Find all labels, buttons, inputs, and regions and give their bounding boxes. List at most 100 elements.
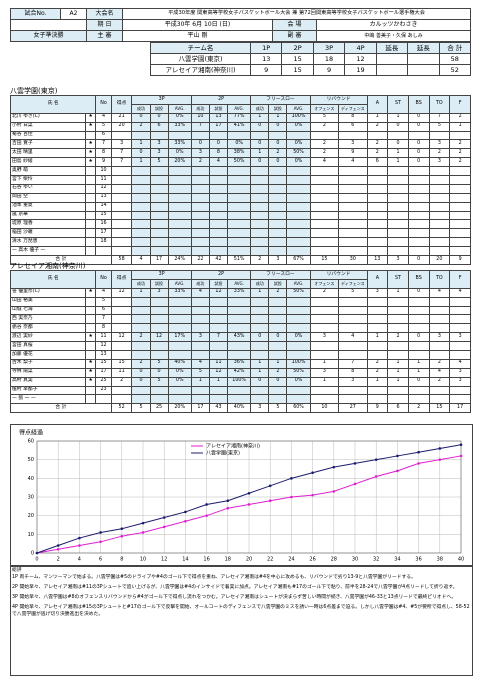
player-no: 12 — [95, 341, 112, 352]
stat-cell: 4 — [190, 287, 210, 298]
starter — [84, 305, 97, 316]
stat-cell — [110, 228, 133, 239]
stat-cell: 50% — [286, 287, 311, 298]
player-no: 8 — [95, 323, 112, 334]
stat-cell — [407, 296, 430, 307]
starter: ★ — [84, 376, 97, 387]
stat-cell — [387, 219, 409, 230]
stat-cell: 1 — [387, 367, 409, 378]
stat-cell — [407, 314, 430, 325]
x-tick-label: 14 — [182, 557, 188, 563]
stat-subheader: 試投 — [208, 278, 229, 289]
stat-cell — [387, 296, 409, 307]
stat-cell — [286, 296, 311, 307]
stat-cell — [407, 201, 430, 212]
stat-cell — [226, 192, 252, 203]
total-cell: 24% — [167, 255, 192, 265]
stat-cell: 3 — [338, 139, 368, 150]
stat-cell: 0 — [387, 121, 409, 132]
row: 奥野 萌 10 — [10, 166, 471, 177]
x-tick-label: 24 — [288, 557, 294, 563]
stat-cell: 4 — [309, 157, 340, 168]
row: 田島 紗綾 ★ 9 7 1 5 20% 2 4 50% 0 0 0% 4 4 6 1 0 3 2 — [10, 157, 471, 168]
stat-cell — [131, 323, 151, 334]
stat-cell: 3 — [428, 139, 451, 150]
starter: ★ — [84, 148, 97, 159]
stat-cell — [149, 394, 169, 405]
stat-cell: 3 — [309, 367, 340, 378]
stat-header: BS — [407, 95, 430, 114]
stat-cell — [250, 341, 270, 352]
player-name: 岡田 空 — [10, 192, 86, 203]
total-cell: 22 — [190, 255, 210, 265]
total-cell: 25 — [149, 403, 169, 414]
note-paragraph: 3P 開始早々、八雲学園は#8のオフェンスリバウンドから#4がゴール下で得点し流… — [12, 594, 457, 600]
player-name: 稲田 沙羅 — [10, 228, 86, 239]
referee: 平山 剛 — [122, 30, 273, 42]
stat-cell — [149, 323, 169, 334]
stat-cell: 0% — [167, 367, 192, 378]
stat-subheader: AVG. — [286, 278, 311, 289]
stat-cell — [407, 192, 430, 203]
row: 成功 試投 AVG. 成功 試投 AVG. 成功 試投 AVG. オフェンス ディフェンス — [11, 278, 471, 289]
stat-cell — [387, 394, 409, 405]
stat-cell — [131, 341, 151, 352]
stat-cell — [309, 237, 340, 248]
stat-cell: 3 — [149, 148, 169, 159]
row: 宮下 柴怜 11 — [10, 175, 471, 185]
stat-cell — [428, 296, 451, 307]
stat-cell: 4 — [449, 287, 471, 298]
stat-cell — [190, 323, 210, 334]
stat-cell: 4 — [428, 367, 451, 378]
stat-cell — [208, 166, 229, 177]
stat-cell — [268, 201, 288, 212]
stat-cell — [250, 296, 270, 307]
stat-cell — [449, 201, 471, 212]
stat-cell — [449, 296, 471, 307]
point — [311, 471, 314, 475]
stat-cell — [366, 219, 389, 230]
stat-cell: 0 — [250, 139, 270, 150]
stat-cell — [131, 130, 151, 141]
stat-cell — [387, 385, 409, 396]
stat-cell — [110, 210, 133, 221]
point — [205, 514, 208, 517]
y-tick-label: 10 — [28, 532, 34, 538]
total-cell: 9 — [449, 255, 471, 265]
label: 主 審 — [86, 30, 123, 42]
starter — [84, 201, 97, 212]
stat-header: 3P — [131, 270, 192, 280]
point — [184, 519, 187, 523]
stat-cell: 1 — [309, 358, 340, 369]
stat-cell: 0 — [268, 139, 288, 150]
stat-cell: 1 — [250, 367, 270, 378]
stat-cell — [131, 201, 151, 212]
stat-cell: 1 — [268, 112, 288, 123]
stat-subheader: 試投 — [268, 103, 288, 114]
stat-subheader: 成功 — [250, 278, 270, 289]
player-no: 16 — [95, 219, 112, 230]
row: 清水 万琵恵 18 — [10, 237, 471, 248]
stat-cell — [250, 175, 270, 185]
starter — [84, 246, 97, 257]
total-cell: 0 — [407, 255, 430, 265]
stat-cell: 5 — [190, 367, 210, 378]
stat-cell — [309, 341, 340, 352]
stat-cell — [338, 323, 368, 334]
stat-cell — [190, 183, 210, 194]
row: — 張 一 — — [10, 394, 471, 405]
row: 氏 名 No 得点 3P 2P フリースロー リバウンド A ST BS TO F — [9, 95, 471, 114]
player-name: 太田 晴里 — [10, 148, 86, 159]
stat-cell — [387, 305, 409, 316]
stat-cell — [449, 166, 471, 177]
stat-cell: 1 — [387, 148, 409, 159]
total-cell: 3 — [387, 255, 409, 265]
row: 加藤 優花 13 — [10, 350, 471, 360]
stat-cell: 3 — [190, 148, 210, 159]
player-no: 8 — [95, 148, 112, 159]
stat-cell — [208, 237, 229, 248]
stat-cell — [338, 305, 368, 316]
stat-cell — [428, 201, 451, 212]
stat-cell — [190, 192, 210, 203]
x-tick-label: 30 — [352, 557, 358, 563]
